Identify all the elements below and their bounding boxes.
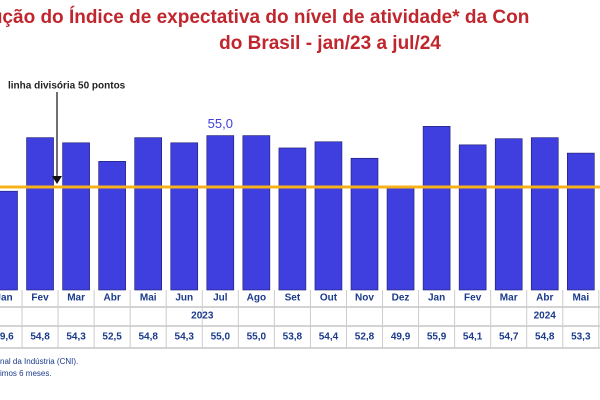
x-tick-label: Set <box>285 293 301 304</box>
year-label: 2024 <box>534 311 557 322</box>
bar <box>314 141 343 291</box>
x-tick-label: Abr <box>536 293 553 304</box>
value-cell: 55,9 <box>427 332 447 343</box>
annotation-arrowhead <box>52 176 62 184</box>
value-cell: 54,3 <box>175 332 195 343</box>
bar <box>422 126 451 291</box>
bar <box>494 138 523 291</box>
bar <box>0 190 18 291</box>
value-cell: 54,3 <box>66 332 86 343</box>
value-cell: 54,4 <box>319 332 339 343</box>
x-tick-label: Dez <box>392 293 410 304</box>
value-cell: 49,9 <box>391 332 411 343</box>
x-tick-label: Jan <box>0 293 13 304</box>
x-tick-label: Mai <box>140 293 157 304</box>
value-cell: 54,1 <box>463 332 483 343</box>
value-cell: 53,8 <box>283 332 303 343</box>
bar <box>62 142 90 291</box>
bar <box>98 161 126 291</box>
bar <box>278 147 307 291</box>
x-tick-label: Ago <box>247 293 266 304</box>
value-cell: 54,8 <box>535 332 555 343</box>
x-tick-label: Fev <box>464 293 482 304</box>
value-cell: 55,0 <box>211 332 231 343</box>
value-cell: 49,6 <box>0 332 14 343</box>
footnote: nal da Indústria (CNI). <box>0 357 78 366</box>
bar <box>134 137 162 291</box>
x-tick-label: Mai <box>572 293 589 304</box>
x-tick-label: Fev <box>31 293 49 304</box>
value-cell: 54,8 <box>138 332 158 343</box>
bar <box>566 152 595 291</box>
data-label: 55,0 <box>208 116 233 131</box>
x-tick-label: Jan <box>428 293 445 304</box>
footnote: imos 6 meses. <box>0 369 52 378</box>
x-tick-label: Mar <box>67 293 85 304</box>
value-cell: 53,3 <box>571 332 591 343</box>
bar <box>26 137 54 291</box>
bar <box>242 135 271 291</box>
value-cell: 55,0 <box>247 332 267 343</box>
x-tick-label: Nov <box>355 293 374 304</box>
value-cell: 52,8 <box>355 332 375 343</box>
x-tick-label: Jul <box>213 293 228 304</box>
x-tick-label: Jun <box>175 293 193 304</box>
year-label: 2023 <box>191 311 214 322</box>
bar <box>386 187 415 291</box>
value-cell: 54,7 <box>499 332 519 343</box>
value-cell: 52,5 <box>102 332 122 343</box>
bar <box>530 137 559 291</box>
bar <box>458 144 487 291</box>
x-tick-label: Mar <box>500 293 518 304</box>
x-tick-label: Abr <box>104 293 121 304</box>
bar <box>350 157 379 291</box>
x-tick-label: Out <box>320 293 338 304</box>
bar <box>170 142 199 291</box>
chart-title: do Brasil - jan/23 a jul/24 <box>219 33 441 54</box>
chart-title: Evolução do Índice de expectativa do nív… <box>0 6 529 28</box>
bar <box>206 135 235 291</box>
annotation: linha divisória 50 pontos <box>8 81 126 92</box>
value-cell: 54,8 <box>30 332 50 343</box>
